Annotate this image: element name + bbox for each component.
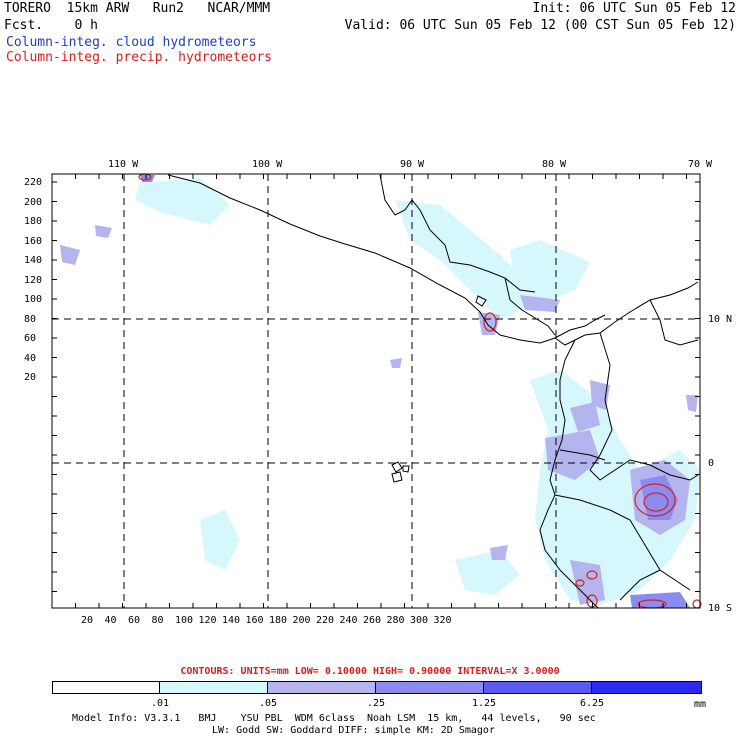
x-tick-label: 80 — [151, 615, 164, 626]
y-tick-label: 60 — [24, 333, 37, 344]
y-tick-label: 140 — [24, 255, 43, 266]
legend-label-125: 1.25 — [471, 698, 497, 709]
x-tick-label: 220 — [316, 615, 335, 626]
cloud-shading — [60, 175, 700, 608]
x-tick-label: 300 — [410, 615, 429, 626]
axis-ticks — [51, 174, 700, 608]
x-tick-label: 100 — [175, 615, 194, 626]
y-tick-label: 160 — [24, 235, 43, 247]
x-tick-label: 200 — [292, 615, 311, 626]
legend-swatch-0 — [52, 681, 160, 694]
model-info: Model Info: V3.3.1 BMJ YSU PBL WDM 6clas… — [72, 713, 596, 724]
graticule — [52, 174, 700, 608]
physics-info: LW: Godd SW: Goddard DIFF: simple KM: 2D… — [212, 725, 495, 736]
y-tick-label: 120 — [24, 274, 43, 286]
x-tick-label: 320 — [433, 615, 452, 626]
lat-label-10s: 10 S — [708, 603, 733, 614]
x-tick-label: 240 — [339, 615, 358, 626]
lon-label-100w: 100 W — [252, 159, 283, 170]
valid-time: Valid: 06 UTC Sun 05 Feb 12 (00 CST Sun … — [344, 18, 736, 33]
model-title: TORERO 15km ARW Run2 NCAR/MMM — [4, 1, 271, 16]
precip-field-label: Column-integ. precip. hydrometeors — [6, 50, 273, 65]
init-time: Init: 06 UTC Sun 05 Feb 12 — [532, 1, 737, 16]
coastlines — [167, 174, 699, 609]
lon-label-70w: 70 W — [688, 159, 713, 170]
contour-info: CONTOURS: UNITS=mm LOW= 0.10000 HIGH= 0.… — [180, 666, 560, 677]
x-tick-label: 120 — [198, 615, 217, 626]
x-tick-label: 260 — [363, 615, 382, 626]
y-tick-label: 220 — [24, 177, 43, 188]
x-tick-label: 280 — [386, 615, 405, 626]
lat-label-10n: 10 N — [708, 314, 733, 325]
y-tick-label: 20 — [24, 372, 37, 383]
forecast-hour: Fcst. 0 h — [4, 18, 98, 33]
cloud-field-label: Column-integ. cloud hydrometeors — [6, 35, 257, 50]
legend-swatch-3 — [376, 681, 484, 694]
legend-swatch-4 — [484, 681, 592, 694]
y-tick-label: 100 — [24, 294, 43, 305]
x-tick-label: 160 — [245, 615, 264, 626]
x-tick-label: 20 — [81, 615, 94, 626]
lon-label-90w: 90 W — [400, 159, 425, 170]
lat-label-0: 0 — [708, 458, 715, 469]
x-tick-label: 60 — [128, 615, 141, 626]
y-tick-label: 80 — [24, 313, 37, 325]
legend-swatch-2 — [268, 681, 376, 694]
x-tick-label: 180 — [269, 615, 288, 626]
legend-label-625: 6.25 — [579, 698, 605, 709]
x-tick-label: 40 — [104, 615, 117, 626]
lon-label-110w: 110 W — [108, 159, 139, 170]
legend-label-01: .01 — [150, 698, 170, 709]
y-tick-label: 200 — [24, 196, 43, 208]
y-tick-label: 180 — [24, 216, 43, 227]
lon-label-80w: 80 W — [542, 159, 567, 170]
y-tick-label: 40 — [24, 352, 37, 364]
legend-swatch-1 — [160, 681, 268, 694]
legend-units: mm — [694, 699, 707, 710]
plot-frame — [51, 173, 701, 609]
precip-contours — [138, 173, 702, 609]
legend-swatch-5 — [592, 681, 702, 694]
x-tick-label: 140 — [222, 615, 241, 626]
legend-label-25: .25 — [366, 698, 386, 709]
legend-label-05: .05 — [258, 698, 278, 709]
